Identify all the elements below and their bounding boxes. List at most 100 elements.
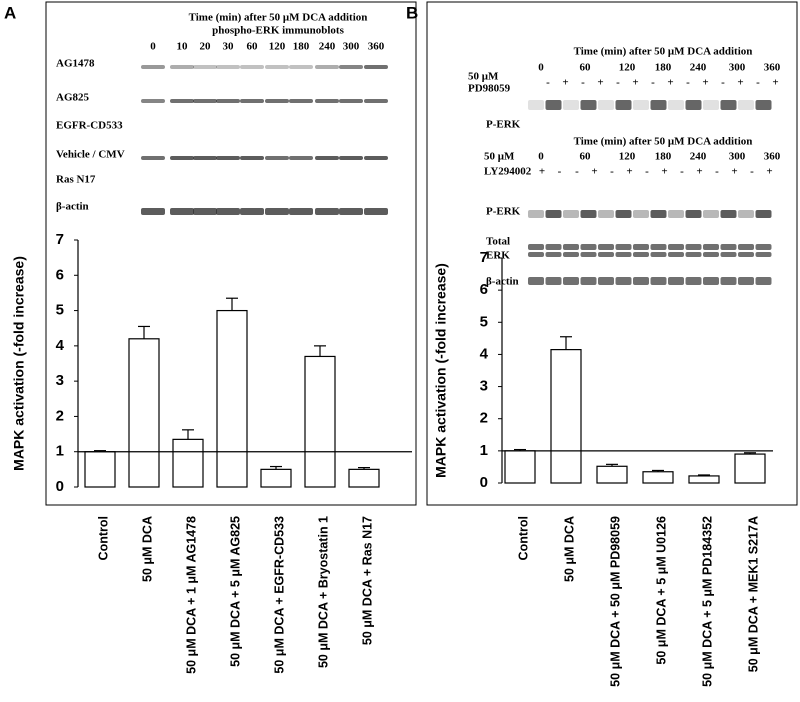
treatment-label: LY294002 <box>484 166 532 178</box>
blot-band <box>615 277 632 285</box>
blot-band <box>633 210 649 218</box>
y-axis-label: MAPK activation (-fold increase) <box>433 263 449 478</box>
blot-band <box>315 208 339 215</box>
blot-band <box>580 244 597 250</box>
blot-band <box>598 277 614 285</box>
blot-band <box>563 244 579 250</box>
blot-band <box>141 208 165 215</box>
time-label: 240 <box>690 62 707 74</box>
treatment-sign: + <box>591 166 597 178</box>
blot-band <box>289 156 313 160</box>
blot-row-label: β-actin <box>56 201 89 213</box>
blot-band <box>633 244 649 250</box>
blot-band <box>216 208 240 215</box>
time-label: 240 <box>690 151 707 163</box>
blot-band <box>193 99 217 103</box>
blot-band <box>615 100 632 110</box>
blot-band <box>668 244 684 250</box>
blot-band <box>240 99 264 103</box>
blot-band <box>738 244 754 250</box>
blot-band <box>265 99 289 103</box>
treatment-sign: - <box>750 166 754 178</box>
x-tick-label: 50 μM DCA + Bryostatin 1 <box>316 516 330 668</box>
time-label: 300 <box>729 62 746 74</box>
panel-frame <box>426 1 798 506</box>
blot-band <box>528 100 544 110</box>
blot-band <box>170 99 194 103</box>
blot-band <box>545 244 562 250</box>
blot-band <box>615 244 632 250</box>
blot-band <box>170 208 194 215</box>
blot-band <box>216 99 240 103</box>
blot-band <box>563 210 579 218</box>
blot-band <box>315 156 339 160</box>
treatment-sign: - <box>756 77 760 89</box>
blot-band <box>650 252 667 257</box>
time-label: 0 <box>150 41 156 53</box>
time-label: 240 <box>319 41 336 53</box>
treatment-sign: + <box>667 77 673 89</box>
blot-band <box>598 210 614 218</box>
x-tick-label: Control <box>96 516 110 560</box>
treatment-sign: - <box>546 77 550 89</box>
time-label: 360 <box>764 62 781 74</box>
blot-band <box>755 210 772 218</box>
blot-row-label: Ras N17 <box>56 174 96 186</box>
blot-title: Time (min) after 50 μM DCA addition <box>189 12 368 24</box>
y-tick-label: 2 <box>56 407 64 424</box>
blot-band <box>265 156 289 160</box>
blot-row-label: Vehicle / CMV <box>56 149 125 161</box>
blot-band <box>141 156 165 160</box>
blot-band <box>668 210 684 218</box>
blot-band <box>170 65 194 69</box>
blot-row-label: P-ERK <box>486 206 521 218</box>
blot-band <box>580 210 597 218</box>
blot-band <box>193 208 217 215</box>
y-tick-label: 4 <box>56 337 65 354</box>
x-tick-label: 50 μM DCA + 50 μM PD98059 <box>608 516 622 687</box>
blot-band <box>339 99 363 103</box>
treatment-sign: - <box>581 77 585 89</box>
y-tick-label: 0 <box>480 474 488 491</box>
blot-band <box>216 65 240 69</box>
blot-band <box>289 208 313 215</box>
time-label: 120 <box>619 62 636 74</box>
bar <box>596 465 628 484</box>
blot-band <box>738 210 754 218</box>
blot-band <box>685 277 702 285</box>
y-tick-label: 6 <box>480 281 488 298</box>
time-label: 60 <box>580 62 592 74</box>
blot-band <box>598 100 614 110</box>
time-label: 360 <box>368 41 385 53</box>
blot-band <box>528 210 544 218</box>
blot-band <box>598 244 614 250</box>
blot-row-label: AG1478 <box>56 58 95 70</box>
time-label: 180 <box>293 41 310 53</box>
blot-band <box>703 100 719 110</box>
treatment-sign: + <box>702 77 708 89</box>
time-label: 300 <box>343 41 360 53</box>
x-tick-label: 50 μM DCA + 5 μM AG825 <box>228 516 242 667</box>
blot-title: Time (min) after 50 μM DCA addition <box>574 136 753 148</box>
y-tick-label: 4 <box>480 345 489 362</box>
blot-band <box>545 100 562 110</box>
bar <box>688 475 720 484</box>
blot-band <box>720 252 737 257</box>
blot-band <box>755 100 772 110</box>
blot-band <box>755 252 772 257</box>
blot-row-label: Total <box>486 236 510 248</box>
blot-subtitle: phospho-ERK immunoblots <box>212 25 344 37</box>
x-tick-label: Control <box>516 516 530 560</box>
blot-band <box>703 277 719 285</box>
x-tick-label: 50 μM DCA + EGFR-CD533 <box>272 516 286 674</box>
blot-band <box>598 252 614 257</box>
time-label: 0 <box>538 151 544 163</box>
blot-band <box>240 65 264 69</box>
y-axis-label: MAPK activation (-fold increase) <box>11 256 27 471</box>
treatment-sign: - <box>645 166 649 178</box>
blot-band <box>240 208 264 215</box>
treatment-sign: - <box>575 166 579 178</box>
blot-band <box>563 277 579 285</box>
blot-band <box>755 277 772 285</box>
blot-band <box>580 100 597 110</box>
